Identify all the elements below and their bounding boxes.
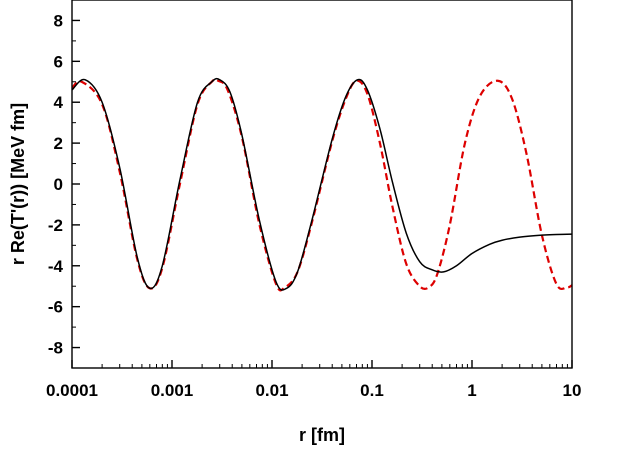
y-tick-label: -2: [48, 216, 63, 235]
y-tick-label: 0: [54, 175, 63, 194]
x-tick-label: 0.1: [360, 381, 384, 400]
series-line-solid-black: [72, 77, 572, 291]
y-tick-label: 8: [54, 11, 63, 30]
y-tick-label: 6: [54, 52, 63, 71]
x-tick-label: 1: [467, 381, 476, 400]
x-tick-label: 0.0001: [46, 381, 98, 400]
y-tick-label: 4: [54, 93, 64, 112]
y-tick-label: -4: [48, 257, 64, 276]
x-axis-label: r [fm]: [299, 425, 345, 445]
y-axis-label: r Re(T'(r)) [MeV fm]: [8, 103, 28, 265]
x-tick-label: 0.001: [151, 381, 194, 400]
plot-frame: [71, 0, 573, 369]
y-tick-label: -6: [48, 298, 63, 317]
y-tick-label: 2: [54, 134, 63, 153]
x-tick-label: 0.01: [255, 381, 288, 400]
x-tick-label: 10: [563, 381, 582, 400]
series-layer: [72, 77, 572, 292]
y-tick-label: -8: [48, 339, 63, 358]
series-line-dashed-red: [72, 78, 572, 292]
plot-area: [72, 77, 572, 292]
